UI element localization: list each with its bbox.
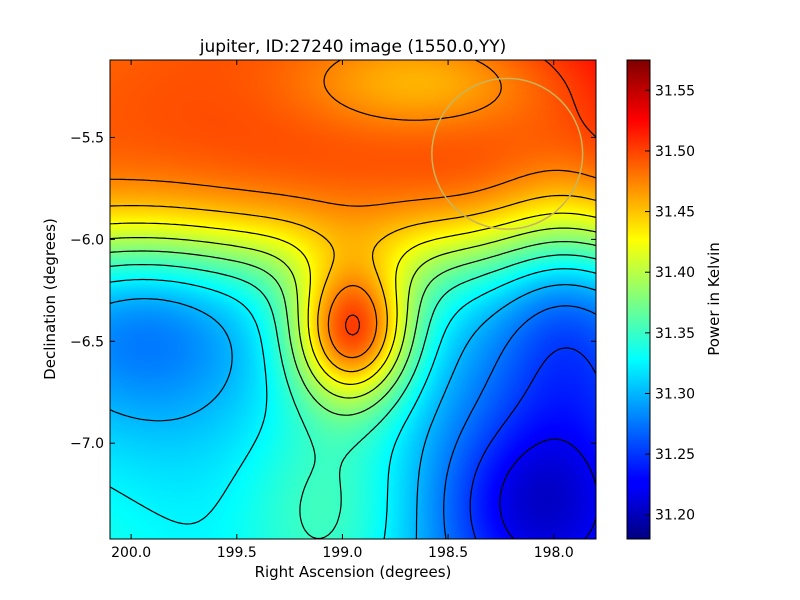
colorbar-tick-label: 31.55 xyxy=(655,83,695,99)
x-axis-ticks: 200.0 199.5 199.0 198.5 198.0 xyxy=(111,60,574,561)
contour-line-6 xyxy=(110,254,596,539)
marker-circle xyxy=(431,77,584,230)
colorbar-tick-label: 31.20 xyxy=(655,508,695,524)
colorbar-ticks: 31.20 31.25 31.30 31.35 31.40 31.45 31.50 31.55 xyxy=(645,83,695,524)
plot-frame xyxy=(109,59,597,540)
colorbar-tick-label: 31.35 xyxy=(655,326,695,342)
y-tick-label: −6.5 xyxy=(70,334,104,350)
contour-line-4 xyxy=(110,284,596,539)
x-tick-label: 200.0 xyxy=(111,545,151,561)
contour-line-12 xyxy=(345,60,596,336)
contour-line-5 xyxy=(110,268,596,539)
y-axis-ticks: −5.5 −6.0 −6.5 −7.0 xyxy=(70,130,596,452)
colorbar-tick-label: 31.40 xyxy=(655,265,695,281)
contour-line-8 xyxy=(110,227,596,399)
x-tick-label: 198.0 xyxy=(534,545,574,561)
colorbar-tick-label: 31.25 xyxy=(655,447,695,463)
heatmap-layer xyxy=(110,60,596,539)
y-tick-label: −7.0 xyxy=(70,436,104,452)
x-tick-label: 199.0 xyxy=(322,545,362,561)
y-tick-label: −6.0 xyxy=(70,232,104,248)
colorbar-tick-label: 31.50 xyxy=(655,144,695,160)
contour-line-10 xyxy=(110,194,596,373)
x-tick-label: 198.5 xyxy=(428,545,468,561)
contour-line-9 xyxy=(110,212,596,385)
colorbar xyxy=(626,59,651,540)
contour-line-2 xyxy=(469,347,596,539)
colorbar-label: Power in Kelvin xyxy=(705,242,723,356)
y-tick-label: −5.5 xyxy=(70,130,104,146)
x-tick-label: 199.5 xyxy=(217,545,257,561)
contour-lines xyxy=(110,60,596,539)
y-axis-label: Declination (degrees) xyxy=(41,218,59,380)
colorbar-tick-label: 31.30 xyxy=(655,386,695,402)
contour-line-3 xyxy=(443,305,596,539)
x-axis-label: Right Ascension (degrees) xyxy=(255,563,452,581)
heatmap-image xyxy=(110,60,596,539)
contour-line-11 xyxy=(110,60,596,359)
chart-title: jupiter, ID:27240 image (1550.0,YY) xyxy=(199,37,507,57)
contour-line-7 xyxy=(110,241,596,416)
colorbar-tick-label: 31.45 xyxy=(655,205,695,221)
